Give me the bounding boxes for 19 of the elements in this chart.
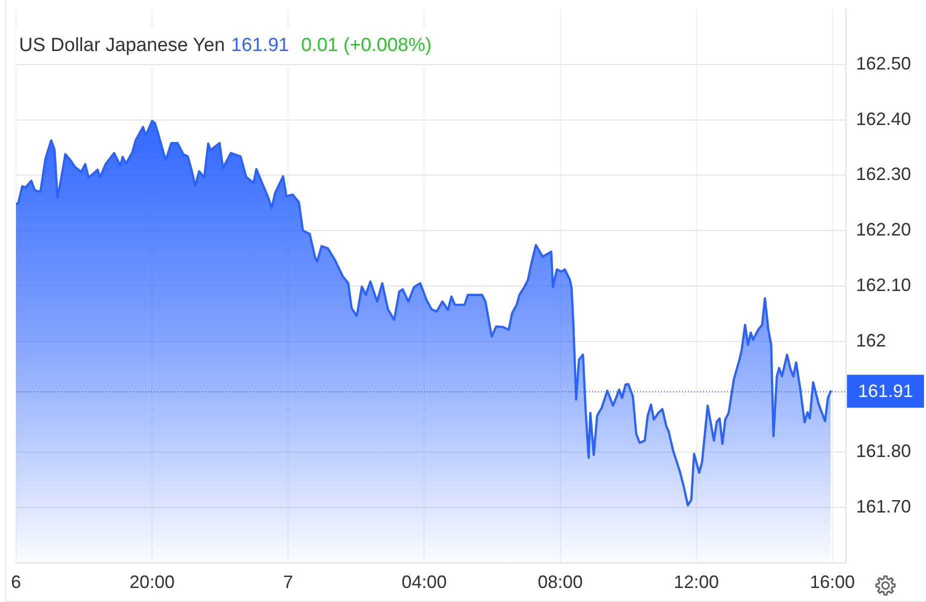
y-tick-label: 162.20 (856, 220, 912, 240)
y-tick-label: 162.50 (856, 53, 912, 74)
y-tick-label: 162.40 (856, 108, 912, 129)
x-tick-label: 16:00 (810, 572, 855, 592)
y-tick-label: 161.70 (856, 496, 912, 517)
x-tick-label: 04:00 (402, 572, 447, 592)
x-tick-label: 7 (283, 572, 294, 592)
x-tick-label: 6 (10, 572, 22, 592)
annotation: 161.91 (230, 35, 290, 56)
text: US Dollar Japanese Yen (19, 35, 225, 56)
y-tick-label: 162.10 (856, 274, 912, 295)
y-tick-label: 162 (856, 330, 886, 350)
x-tick-label: 08:00 (538, 572, 583, 592)
ref-line-label: 161.91 (858, 381, 914, 402)
x-tick-label: 12:00 (674, 572, 719, 592)
x-tick-label: 20:00 (130, 572, 175, 592)
y-tick-label: 162.30 (856, 164, 912, 184)
annotation: 0.01 (+0.008%) (301, 35, 432, 56)
y-tick-label: 161.80 (856, 441, 912, 462)
